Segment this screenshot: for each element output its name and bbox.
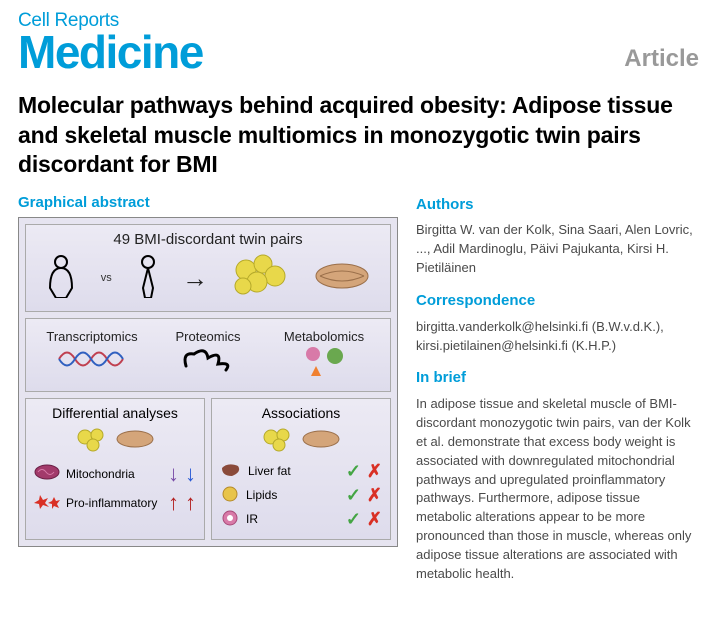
article-type: Article xyxy=(624,45,699,73)
assoc-label-1: Lipids xyxy=(246,488,340,502)
assoc-heading: Associations xyxy=(220,405,382,421)
person-heavy-icon xyxy=(46,254,76,303)
vs-label: vs xyxy=(101,272,112,284)
lipids-icon xyxy=(220,486,240,505)
inflammation-icon xyxy=(34,493,60,512)
journal-block: Cell Reports Medicine xyxy=(18,10,203,73)
inbrief-text: In adipose tissue and skeletal muscle of… xyxy=(416,395,699,583)
diff-row-proinflammatory: Pro-inflammatory ↑ ↑ xyxy=(34,490,196,516)
omics-col-transcriptomics: Transcriptomics xyxy=(34,325,150,385)
muscle-small-icon xyxy=(115,427,155,456)
ga-top-panel: 49 BMI-discordant twin pairs vs → xyxy=(25,224,391,312)
ga-bottom-row: Differential analyses Mitochondria ↓ ↓ P… xyxy=(25,398,391,540)
correspondence-text: birgitta.vanderkolk@helsinki.fi (B.W.v.d… xyxy=(416,318,699,356)
graphical-abstract: 49 BMI-discordant twin pairs vs → xyxy=(18,217,398,547)
journal-name-big: Medicine xyxy=(18,32,203,73)
article-title: Molecular pathways behind acquired obesi… xyxy=(18,91,699,179)
assoc-label-2: IR xyxy=(246,512,340,526)
check-icon: ✓ xyxy=(346,485,361,506)
ga-top-title: 49 BMI-discordant twin pairs xyxy=(34,231,382,248)
up-arrow-icon: ↑ xyxy=(168,490,179,516)
omics-label-2: Metabolomics xyxy=(268,329,380,344)
graphical-abstract-label: Graphical abstract xyxy=(18,194,398,211)
ga-omics-panel: Transcriptomics Proteomics Metabolomics xyxy=(25,318,391,392)
liver-icon xyxy=(220,462,242,481)
header-row: Cell Reports Medicine Article xyxy=(18,10,699,73)
correspondence-heading: Correspondence xyxy=(416,290,699,312)
mitochondria-icon xyxy=(34,464,60,483)
diff-row-mitochondria: Mitochondria ↓ ↓ xyxy=(34,461,196,487)
cross-icon: ✗ xyxy=(367,461,382,482)
check-icon: ✓ xyxy=(346,509,361,530)
authors-heading: Authors xyxy=(416,194,699,216)
proteomics-icon xyxy=(178,344,238,374)
omics-col-proteomics: Proteomics xyxy=(150,325,266,385)
diff-label-0: Mitochondria xyxy=(66,467,162,481)
assoc-label-0: Liver fat xyxy=(248,464,340,478)
left-column: Graphical abstract 49 BMI-discordant twi… xyxy=(18,194,398,584)
adipose-small-icon xyxy=(75,425,109,458)
insulin-icon xyxy=(220,510,240,529)
assoc-row-lipids: Lipids ✓ ✗ xyxy=(220,485,382,506)
diff-label-1: Pro-inflammatory xyxy=(66,496,162,510)
assoc-row-ir: IR ✓ ✗ xyxy=(220,509,382,530)
assoc-row-liverfat: Liver fat ✓ ✗ xyxy=(220,461,382,482)
right-column: Authors Birgitta W. van der Kolk, Sina S… xyxy=(416,194,699,584)
cross-icon: ✗ xyxy=(367,509,382,530)
authors-list: Birgitta W. van der Kolk, Sina Saari, Al… xyxy=(416,221,699,278)
adipose-small-icon xyxy=(261,425,295,458)
transcriptomics-icon xyxy=(57,344,127,374)
down-arrow-icon: ↓ xyxy=(185,461,196,487)
ga-diff-panel: Differential analyses Mitochondria ↓ ↓ P… xyxy=(25,398,205,540)
up-arrow-icon: ↑ xyxy=(185,490,196,516)
down-arrow-icon: ↓ xyxy=(168,461,179,487)
person-lean-icon xyxy=(137,254,159,303)
omics-label-1: Proteomics xyxy=(152,329,264,344)
diff-heading: Differential analyses xyxy=(34,405,196,421)
muscle-small-icon xyxy=(301,427,341,456)
omics-col-metabolomics: Metabolomics xyxy=(266,325,382,385)
metabolomics-icon xyxy=(299,344,349,378)
omics-label-0: Transcriptomics xyxy=(36,329,148,344)
inbrief-heading: In brief xyxy=(416,367,699,389)
adipose-icon xyxy=(231,252,291,305)
muscle-icon xyxy=(314,256,370,301)
check-icon: ✓ xyxy=(346,461,361,482)
cross-icon: ✗ xyxy=(367,485,382,506)
arrow-icon: → xyxy=(182,263,208,294)
ga-assoc-panel: Associations Liver fat ✓ ✗ Lipids xyxy=(211,398,391,540)
main-columns: Graphical abstract 49 BMI-discordant twi… xyxy=(18,194,699,584)
